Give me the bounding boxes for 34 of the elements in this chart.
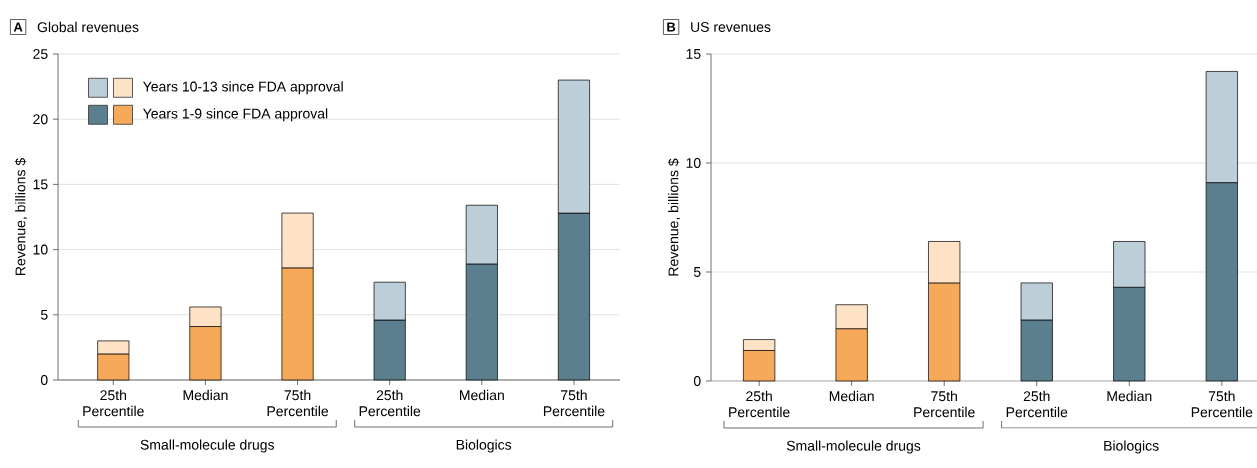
y-tick-label: 10 (686, 158, 701, 168)
x-tick-label: 75th Percentile (914, 390, 975, 418)
y-tick-label: 0 (693, 376, 701, 386)
legend-label: Years 1-9 since FDA approval (143, 108, 328, 122)
y-tick-label: 15 (686, 49, 701, 59)
x-tick-label: 25th Percentile (83, 389, 144, 417)
x-tick-label: 25th Percentile (1006, 390, 1068, 418)
x-tick-label: 75th Percentile (543, 389, 605, 417)
x-tick-label: 25th Percentile (359, 389, 421, 417)
x-tick-label: Median (829, 390, 874, 402)
y-tick-label: 5 (40, 309, 48, 320)
y-tick-label: 10 (33, 244, 48, 255)
y-axis-title: Revenue, billions $ (667, 158, 681, 276)
y-tick-label: 0 (40, 375, 48, 385)
x-tick-label: Median (1107, 390, 1152, 402)
text: Biologics (456, 439, 512, 453)
chart-title: US revenues (691, 22, 771, 32)
text: Small-molecule drugs (140, 439, 275, 453)
x-tick-label: Median (460, 389, 504, 401)
text: B (667, 22, 676, 32)
text: A (13, 22, 23, 32)
y-tick-label: 20 (33, 114, 48, 125)
x-tick-label: 75th Percentile (1191, 390, 1253, 418)
x-tick-label: Median (183, 389, 228, 401)
y-tick-label: 5 (693, 267, 701, 277)
x-tick-label: 25th Percentile (729, 390, 790, 418)
text: Biologics (1104, 440, 1159, 454)
y-tick-label: 15 (33, 179, 48, 190)
x-tick-label: 75th Percentile (267, 389, 329, 417)
legend-label: Years 10-13 since FDA approval (143, 81, 343, 95)
chart-title: Global revenues (37, 21, 139, 33)
y-tick-label: 25 (33, 49, 48, 59)
y-axis-title: Revenue, billions $ (14, 158, 28, 275)
text: Small-molecule drugs (786, 440, 921, 454)
